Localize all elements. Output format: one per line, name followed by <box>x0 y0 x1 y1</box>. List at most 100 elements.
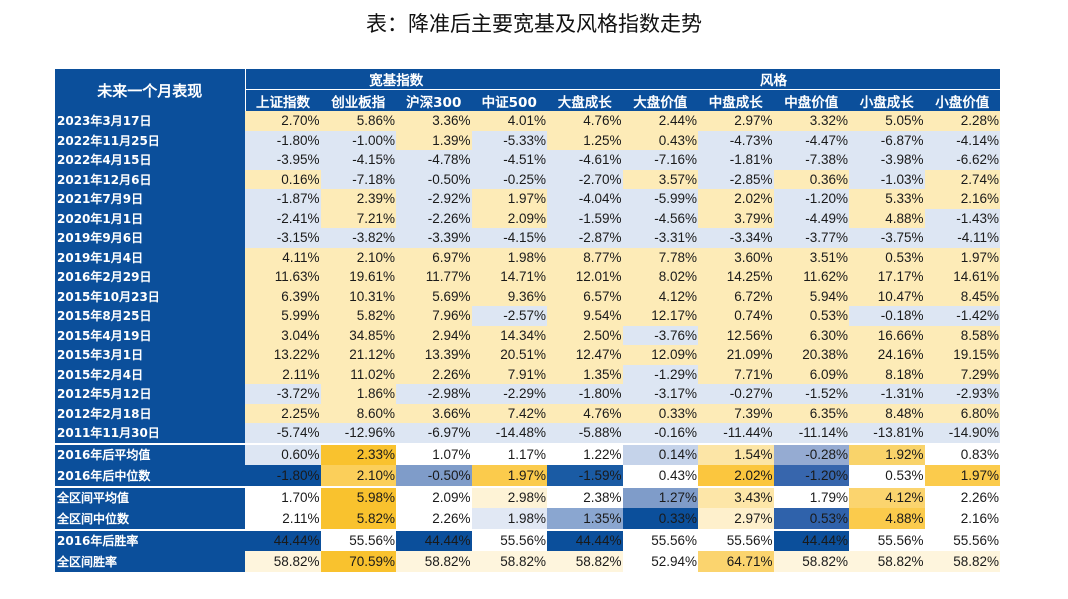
summary-cell: 58.82% <box>396 551 472 572</box>
table-row: 2011年11月30日 -5.74% -12.96% -6.97% -14.48% -5.… <box>55 423 1001 444</box>
table-cell: -2.57% <box>471 306 547 326</box>
table-row: 2019年9月6日 -3.15% -3.82% -3.39% -4.15% -2.87% -… <box>55 228 1001 248</box>
table-cell: -3.72% <box>245 384 321 404</box>
summary-cell: 1.22% <box>547 442 623 465</box>
table-cell: -4.49% <box>773 208 849 228</box>
table-cell: -5.99% <box>622 189 698 209</box>
column-header: 中盘成长 <box>698 89 774 111</box>
summary-cell: 2.10% <box>320 465 396 487</box>
summary-cell: 2.11% <box>245 508 321 530</box>
summary-label: 2016年后中位数 <box>55 465 245 487</box>
table-cell: 20.38% <box>773 345 849 365</box>
table-cell: -3.75% <box>849 228 925 248</box>
table-cell: 12.01% <box>547 267 623 287</box>
summary-cell: 3.43% <box>698 485 774 508</box>
table-cell: 7.71% <box>698 364 774 384</box>
table-row: 2015年4月19日 3.04% 34.85% 2.94% 14.34% 2.50% -3.… <box>55 325 1001 345</box>
summary-cell: 2.26% <box>924 485 1001 508</box>
table-cell: -4.51% <box>471 150 547 170</box>
table-cell: 13.22% <box>245 345 321 365</box>
table-cell: 2.10% <box>320 247 396 267</box>
table-cell: -0.25% <box>471 169 547 189</box>
table-cell: -1.42% <box>924 306 1001 326</box>
table-cell: -4.47% <box>773 130 849 150</box>
table-cell: 1.97% <box>924 247 1001 267</box>
summary-cell: 55.56% <box>622 528 698 551</box>
table-cell: -0.16% <box>622 423 698 444</box>
summary-cell: 2.33% <box>320 442 396 465</box>
table-cell: -4.56% <box>622 208 698 228</box>
table-cell: -2.87% <box>547 228 623 248</box>
row-label: 2019年1月4日 <box>55 247 245 267</box>
table-cell: -0.18% <box>849 306 925 326</box>
summary-cell: 5.82% <box>320 508 396 530</box>
table-cell: -1.87% <box>245 189 321 209</box>
table-cell: -4.14% <box>924 130 1001 150</box>
summary-cell: 2.97% <box>698 508 774 530</box>
summary-cell: 44.44% <box>396 528 472 551</box>
table-cell: -1.00% <box>320 130 396 150</box>
table-cell: -7.18% <box>320 169 396 189</box>
table-cell: -2.29% <box>471 384 547 404</box>
table-cell: 2.74% <box>924 169 1001 189</box>
table-cell: -11.44% <box>698 423 774 444</box>
table-cell: 11.02% <box>320 364 396 384</box>
table-cell: 7.91% <box>471 364 547 384</box>
table-cell: 0.16% <box>245 169 321 189</box>
summary-cell: 44.44% <box>547 528 623 551</box>
column-header: 小盘价值 <box>924 89 1001 111</box>
group-header-style: 风格 <box>547 69 1001 90</box>
table-cell: -2.26% <box>396 208 472 228</box>
table-cell: 8.60% <box>320 403 396 423</box>
table-cell: 11.63% <box>245 267 321 287</box>
table-cell: -1.52% <box>773 384 849 404</box>
table-cell: -0.27% <box>698 384 774 404</box>
summary-label: 全区间胜率 <box>55 551 245 572</box>
column-header: 大盘价值 <box>622 89 698 111</box>
table-cell: -7.38% <box>773 150 849 170</box>
table-cell: 3.66% <box>396 403 472 423</box>
table-cell: 6.35% <box>773 403 849 423</box>
table-cell: 5.33% <box>849 189 925 209</box>
table-cell: -1.29% <box>622 364 698 384</box>
table-row: 2019年1月4日 4.11% 2.10% 6.97% 1.98% 8.77% 7.78% 3… <box>55 247 1001 267</box>
summary-cell: 0.83% <box>924 442 1001 465</box>
row-label: 2022年11月25日 <box>55 130 245 150</box>
table-cell: 2.50% <box>547 325 623 345</box>
row-label: 2012年2月18日 <box>55 403 245 423</box>
table-cell: 21.12% <box>320 345 396 365</box>
table-cell: 1.97% <box>471 189 547 209</box>
table-cell: 8.48% <box>849 403 925 423</box>
row-label: 2015年10月23日 <box>55 286 245 306</box>
table-cell: -2.98% <box>396 384 472 404</box>
table-cell: 11.62% <box>773 267 849 287</box>
summary-cell: 4.88% <box>849 508 925 530</box>
table-row: 2012年2月18日 2.25% 8.60% 3.66% 7.42% 4.76% 0.33%… <box>55 403 1001 423</box>
table-cell: 8.58% <box>924 325 1001 345</box>
column-header: 大盘成长 <box>547 89 623 111</box>
table-cell: 2.94% <box>396 325 472 345</box>
summary-cell: 1.92% <box>849 442 925 465</box>
table-cell: 12.17% <box>622 306 698 326</box>
table-cell: 7.39% <box>698 403 774 423</box>
table-cell: 14.25% <box>698 267 774 287</box>
table-cell: 13.39% <box>396 345 472 365</box>
table-cell: 4.88% <box>849 208 925 228</box>
table-cell: 12.09% <box>622 345 698 365</box>
column-header: 小盘成长 <box>849 89 925 111</box>
table-cell: 8.77% <box>547 247 623 267</box>
summary-cell: 1.17% <box>471 442 547 465</box>
row-label: 2012年5月12日 <box>55 384 245 404</box>
table-cell: -1.31% <box>849 384 925 404</box>
summary-cell: 0.43% <box>622 465 698 487</box>
row-label: 2019年9月6日 <box>55 228 245 248</box>
table-row: 2015年8月25日 5.99% 5.82% 7.96% -2.57% 9.54% 12.1… <box>55 306 1001 326</box>
table-cell: -2.41% <box>245 208 321 228</box>
summary-cell: 44.44% <box>245 528 321 551</box>
table-cell: -4.11% <box>924 228 1001 248</box>
table-cell: 17.17% <box>849 267 925 287</box>
corner-header: 未来一个月表现 <box>55 69 246 111</box>
table-cell: 10.47% <box>849 286 925 306</box>
table-cell: 8.45% <box>924 286 1001 306</box>
table-cell: 2.26% <box>396 364 472 384</box>
